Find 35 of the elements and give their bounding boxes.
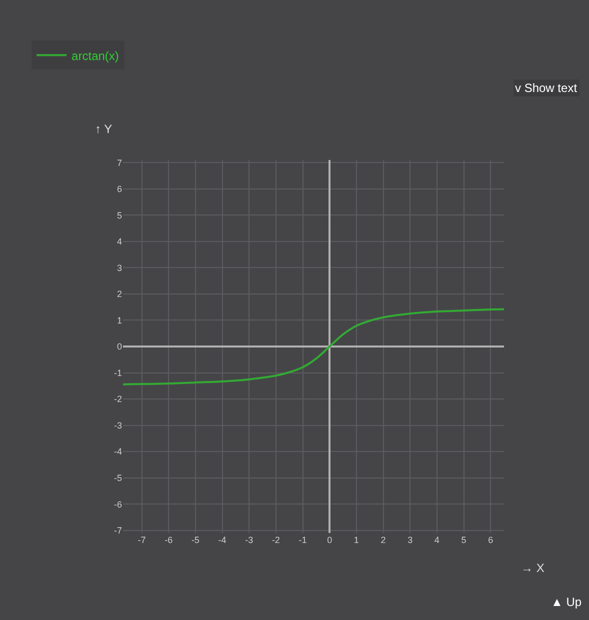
x-tick-label: -3 <box>245 535 254 545</box>
x-tick-label: 4 <box>434 535 440 545</box>
x-tick-label: 3 <box>408 535 413 545</box>
text: v Show text <box>515 81 578 95</box>
x-axis-title: → X <box>521 561 544 575</box>
x-tick-label: 2 <box>380 535 386 545</box>
legend-label: arctan(x) <box>72 48 119 63</box>
y-tick-label: -5 <box>114 472 122 483</box>
x-tick-label: -2 <box>272 535 280 545</box>
y-tick-label: 4 <box>116 236 122 247</box>
text: ▲ Up <box>551 595 582 609</box>
y-tick-label: -7 <box>114 526 122 536</box>
y-tick-label: 2 <box>116 289 122 300</box>
x-tick-label: -5 <box>191 535 200 545</box>
y-tick-label: -3 <box>114 420 122 430</box>
y-tick-label: 0 <box>116 342 122 352</box>
x-tick-label: 6 <box>488 535 494 545</box>
y-tick-label: -4 <box>114 446 122 457</box>
x-tick-label: -4 <box>218 535 226 545</box>
line-series <box>123 308 504 386</box>
x-tick-label: 0 <box>327 535 332 545</box>
y-tick-label: -1 <box>114 368 122 378</box>
x-tick-label: 5 <box>461 535 466 545</box>
y-tick-label: 7 <box>116 158 122 168</box>
x-tick-label: -1 <box>298 535 307 545</box>
y-tick-label: 6 <box>116 184 122 194</box>
x-tick-label: -7 <box>138 535 146 545</box>
y-tick-label: 5 <box>116 210 122 220</box>
x-tick-label: -6 <box>164 535 173 545</box>
y-axis-title: ↑ Y <box>95 122 112 136</box>
y-tick-label: 3 <box>116 262 122 273</box>
y-tick-label: -6 <box>114 499 122 510</box>
y-tick-label: 1 <box>116 315 122 326</box>
y-tick-label: -2 <box>114 394 122 404</box>
x-tick-label: 1 <box>354 535 359 545</box>
